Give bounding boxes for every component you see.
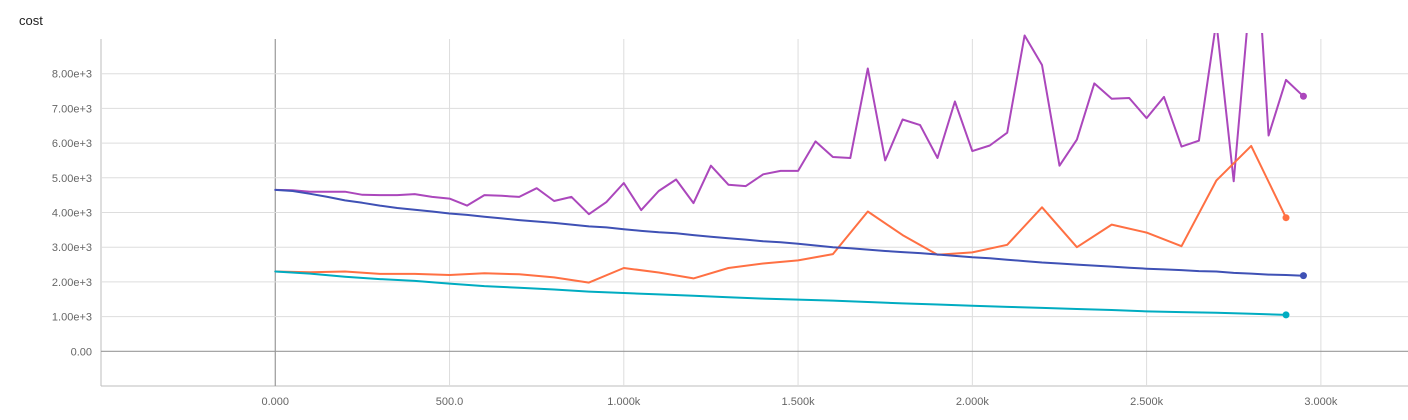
x-tick-label: 500.0: [436, 396, 464, 408]
series-line-2: [274, 188, 1305, 277]
x-tick-label: 3.000k: [1304, 396, 1338, 408]
y-tick-label: 4.00e+3: [52, 208, 92, 220]
y-axis: 0.00 1.00e+3 2.00e+3 3.00e+3 4.00e+3 5.00e+3 6…: [52, 69, 92, 359]
x-tick-label: 1.000k: [607, 396, 641, 408]
series-end-marker-1: [1282, 214, 1290, 222]
series-line-0: [274, 33, 1305, 216]
y-tick-label: 7.00e+3: [52, 103, 92, 115]
x-tick-label: 1.500k: [782, 396, 816, 408]
x-axis: 0.000 500.0 1.000k 1.500k 2.000k 2.500k 3.000k: [262, 396, 1338, 408]
y-tick-label: 2.00e+3: [52, 277, 92, 289]
y-tick-label: 8.00e+3: [52, 69, 92, 81]
x-tick-label: 2.500k: [1130, 396, 1164, 408]
grid: [100, 39, 1408, 387]
y-tick-label: 3.00e+3: [52, 242, 92, 254]
series-end-marker-2: [1299, 272, 1307, 280]
chart-title: cost: [19, 13, 43, 28]
series-line-3: [274, 270, 1287, 316]
series-line-1: [274, 144, 1287, 284]
series-layer: [274, 33, 1307, 319]
y-tick-label: 6.00e+3: [52, 138, 92, 150]
y-tick-label: 0.00: [71, 346, 92, 358]
y-tick-label: 5.00e+3: [52, 173, 92, 185]
x-tick-label: 0.000: [262, 396, 290, 408]
y-tick-label: 1.00e+3: [52, 312, 92, 324]
series-end-marker-3: [1282, 311, 1290, 319]
x-tick-label: 2.000k: [956, 396, 990, 408]
series-end-marker-0: [1299, 92, 1307, 100]
